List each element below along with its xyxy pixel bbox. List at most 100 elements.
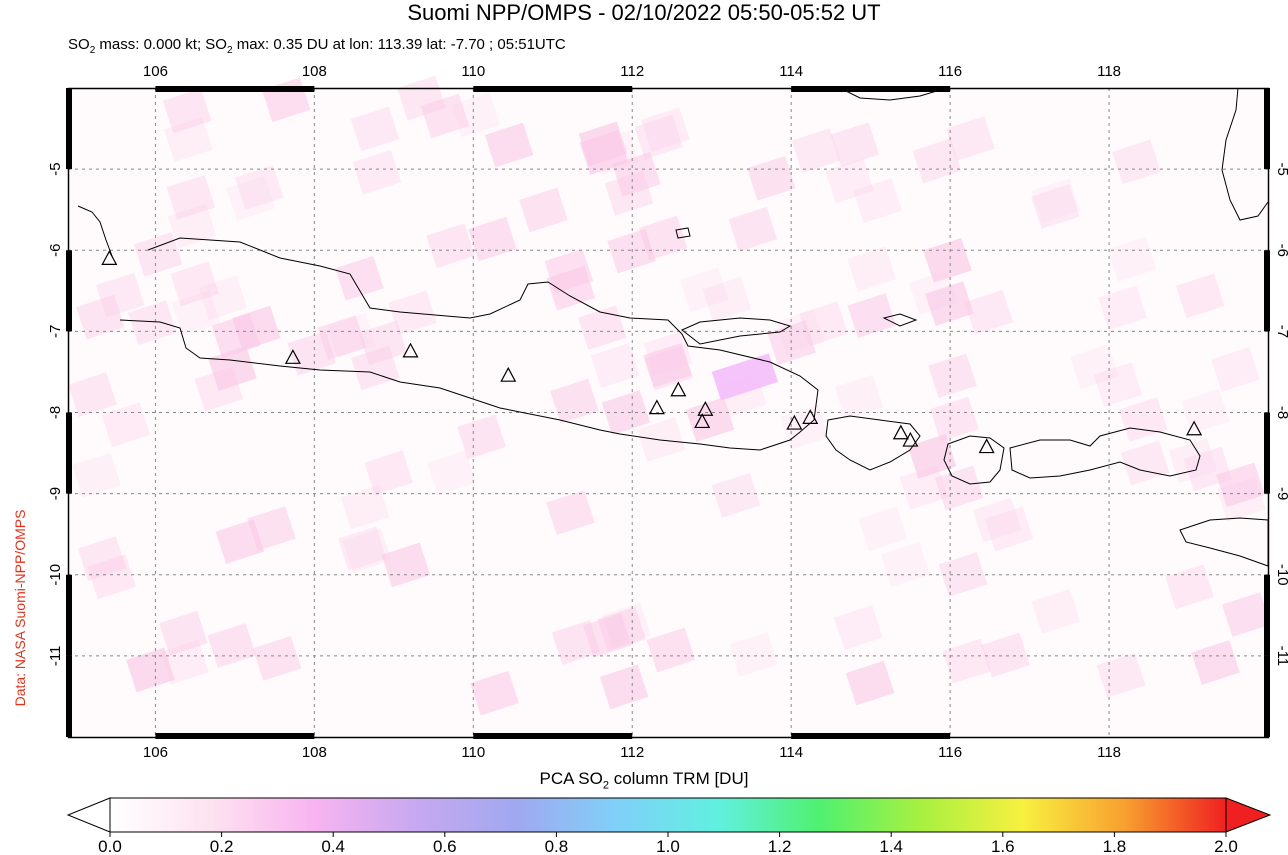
border-bar: [473, 86, 633, 92]
so2-pixel: [1031, 184, 1080, 229]
triangle-icon: [978, 438, 995, 454]
lon-tick-label: 110: [461, 744, 485, 761]
triangle-icon: [892, 424, 909, 440]
so2-pixel: [335, 255, 384, 301]
so2-pixel: [166, 174, 216, 220]
so2-pixel: [1191, 640, 1240, 685]
lon-tick-label: 114: [779, 63, 803, 80]
so2-pixel: [326, 313, 376, 358]
so2-pixel: [76, 294, 125, 340]
subtitle-subscript: 2: [89, 45, 96, 56]
colorbar-max-arrow: [1225, 797, 1272, 833]
triangle-icon: [101, 250, 118, 265]
so2-pixel: [923, 238, 972, 283]
so2-pixel: [791, 128, 841, 173]
lat-tick-label: -11: [47, 646, 64, 667]
so2-pixel: [602, 602, 651, 648]
so2-pixel: [711, 472, 761, 518]
so2-pixel: [775, 309, 825, 355]
so2-pixel: [907, 433, 957, 479]
colorbar-tick-label: 1.0: [656, 837, 680, 855]
triangle-icon: [786, 414, 803, 430]
so2-pixel: [1107, 236, 1157, 282]
coastlines: [77, 87, 1269, 567]
lat-tick-label: -8: [1274, 406, 1288, 419]
so2-pixel: [226, 175, 276, 221]
lat-tick-label: -9: [1274, 487, 1288, 500]
so2-pixel: [215, 519, 265, 564]
so2-pixel: [1211, 347, 1260, 392]
so2-pixel: [946, 116, 995, 161]
lat-tick-label: -10: [47, 564, 64, 586]
lon-tick-label: 106: [143, 63, 168, 80]
so2-pixel: [234, 165, 284, 210]
so2-pixel: [646, 627, 696, 673]
colorbar-tick-labels: 0.0 0.2 0.4 0.6 0.8 1.0 1.2 1.4 1.6 1.8 2.0: [98, 832, 1238, 855]
so2-pixel: [942, 638, 992, 684]
so2-pixel: [77, 536, 127, 581]
so2-pixel: [381, 542, 431, 588]
triangle-icon: [402, 342, 419, 358]
so2-pixel: [87, 554, 136, 600]
so2-pixel: [641, 107, 690, 153]
so2-pixel: [287, 330, 336, 376]
so2-pixel: [972, 497, 1022, 543]
colorbar-title: PCA SO2 column TRM [DU]: [0, 769, 1288, 791]
so2-pixel: [167, 203, 217, 249]
so2-pixel: [881, 542, 930, 587]
lon-tick-label: 114: [779, 744, 803, 761]
so2-field: [68, 75, 1271, 737]
subtitle-rest: max: 0.35 DU at lon: 113.39 lat: -7.70 ;…: [232, 36, 566, 53]
colorbar-tick-label: 0.6: [433, 837, 457, 855]
triangle-icon: [284, 349, 301, 364]
colorbar-min-arrow: [66, 797, 111, 833]
so2-pixel: [599, 664, 649, 710]
so2-pixel: [194, 366, 244, 412]
lat-tick-labels-right: -5 -6 -7 -8 -9 -10 -11: [1274, 162, 1288, 666]
so2-pixel: [162, 88, 212, 134]
lon-tick-label: 112: [620, 63, 644, 80]
so2-pixel: [1070, 344, 1119, 390]
lon-tick-labels-bottom: 106 108 110 112 114 116 118: [143, 744, 1121, 761]
lon-tick-label: 118: [1097, 63, 1121, 80]
so2-pixel: [1168, 438, 1218, 484]
so2-pixel: [644, 345, 694, 391]
border-bar: [1264, 88, 1270, 170]
so2-pixel: [1165, 564, 1214, 610]
so2-pixel: [1176, 273, 1225, 319]
so2-pixel: [643, 342, 692, 388]
triangle-icon: [670, 381, 687, 397]
colorbar-tick-label: 1.6: [991, 837, 1015, 855]
so2-pixel: [578, 121, 628, 167]
so2-pixel: [457, 414, 506, 460]
border-bar: [66, 250, 72, 332]
border-bar: [1264, 655, 1270, 737]
so2-pixel: [834, 605, 883, 650]
so2-pixel: [164, 117, 213, 162]
so2-pixel: [1217, 476, 1266, 522]
so2-pixel: [133, 232, 183, 277]
border-bar: [791, 86, 951, 92]
lat-tick-label: -8: [47, 406, 64, 419]
so2-pixel: [426, 223, 475, 269]
triangle-icon: [694, 413, 711, 429]
map-background: [68, 88, 1268, 737]
lon-tick-label: 118: [1097, 744, 1121, 761]
lat-tick-labels-left: -5 -6 -7 -8 -9 -10 -11: [47, 162, 64, 666]
so2-pixel: [451, 92, 501, 138]
java-coastline: [119, 237, 819, 451]
so2-pixel: [519, 187, 568, 233]
so2-pixel: [470, 670, 519, 716]
so2-pixel: [981, 632, 1030, 678]
so2-pixel: [1120, 440, 1170, 486]
so2-pixel: [351, 345, 400, 391]
so2-pixel: [847, 246, 896, 292]
so2-pixel: [680, 267, 729, 313]
so2-pixel: [198, 275, 248, 321]
so2-pixel: [728, 206, 778, 252]
so2-pixel: [925, 281, 974, 327]
so2-pixel: [799, 301, 848, 347]
map-title: Suomi NPP/OMPS - 02/10/2022 05:50-05:52 …: [407, 0, 881, 25]
lat-tick-label: -9: [47, 487, 64, 500]
